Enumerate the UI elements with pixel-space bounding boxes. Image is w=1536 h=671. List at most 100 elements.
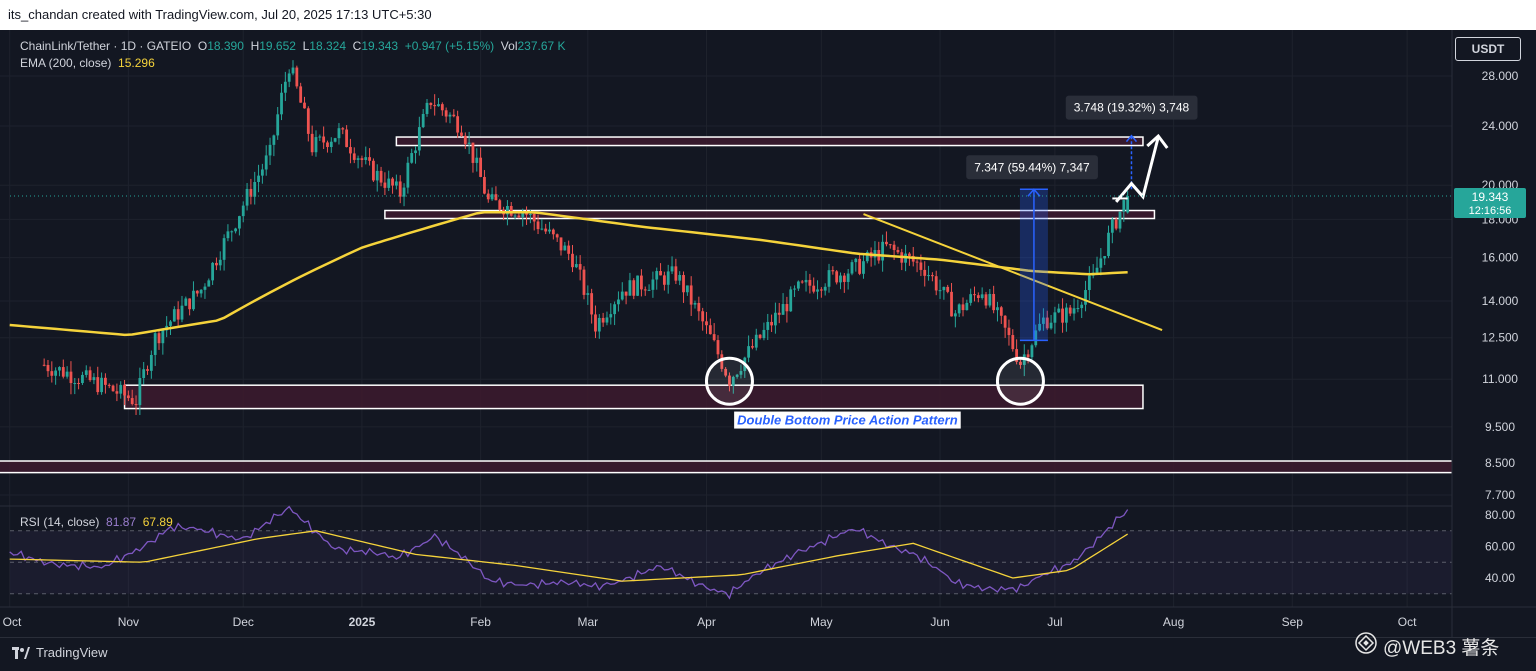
candle-body [176, 309, 180, 320]
candle-body [1026, 354, 1030, 358]
currency-button[interactable]: USDT [1455, 37, 1521, 61]
candle-body [1103, 256, 1107, 259]
measure-large-arrowhead [1027, 188, 1041, 197]
candle-body [218, 259, 222, 266]
candle-body [456, 116, 460, 133]
rsi-legend[interactable]: RSI (14, close) 81.87 67.89 [20, 515, 173, 529]
candle-body [50, 371, 54, 376]
time-tick-label: Sep [1282, 615, 1304, 629]
candle-body [345, 129, 349, 148]
candle-body [728, 375, 731, 386]
candle-body [885, 241, 888, 245]
candle-body [195, 290, 199, 294]
time-tick-label: Dec [233, 615, 254, 629]
candle-body [215, 262, 218, 266]
candle-body [724, 368, 728, 376]
candle-body [1072, 308, 1076, 314]
candle-body [946, 286, 950, 292]
pattern-label: Double Bottom Price Action Pattern [737, 413, 958, 428]
rsi-line [9, 505, 1129, 600]
candle-body [571, 253, 574, 268]
chart-svg[interactable]: Double Bottom Price Action Pattern 7.347 … [0, 30, 1536, 637]
candle-body [636, 275, 639, 296]
candle-body [934, 276, 938, 291]
candle-body [123, 384, 126, 396]
double-bottom-circle [704, 356, 754, 406]
candle-body [241, 205, 245, 217]
candle-body [479, 157, 483, 177]
candle-body [107, 384, 111, 386]
measure-small-label: 3.748 (19.32%) 3,748 [1065, 95, 1198, 120]
descending-trendline [863, 213, 1163, 331]
candle-body [620, 291, 624, 300]
candle-body [662, 275, 666, 285]
measure-large-label-text: 7.347 (59.44%) 7,347 [974, 160, 1090, 174]
candle-body [483, 176, 486, 194]
candle-body [973, 294, 976, 296]
candle-body [54, 370, 58, 376]
candle-body [238, 216, 241, 229]
candle-body [283, 81, 287, 93]
candle-body [930, 275, 934, 277]
price-tick-label: 24.000 [1482, 119, 1519, 133]
candle-body [1003, 315, 1007, 328]
candle-body [440, 104, 444, 111]
candle-body [295, 67, 299, 87]
candle-body [192, 290, 195, 310]
candle-body [1099, 258, 1103, 268]
candle-body [731, 376, 735, 386]
bottom-bar [0, 637, 1536, 671]
time-tick-label: Oct [1398, 615, 1417, 629]
candle-body [310, 133, 314, 153]
tradingview-logo[interactable]: TradingView [12, 645, 108, 660]
candle-body [988, 293, 992, 306]
candle-body [429, 102, 433, 106]
candle-body [942, 286, 946, 291]
time-tick-label: Apr [697, 615, 716, 629]
candle-body [567, 245, 571, 254]
candle-body [793, 288, 796, 290]
ema-value: 15.296 [118, 56, 155, 70]
open-value: 18.390 [207, 39, 244, 53]
candle-body [827, 270, 831, 287]
candle-body [693, 302, 697, 305]
candle-body [559, 237, 563, 251]
candle-body [976, 295, 980, 299]
candle-body [169, 321, 172, 326]
candle-body [291, 67, 295, 74]
watermark-logo-icon [1355, 632, 1377, 660]
candle-body [490, 194, 494, 200]
rsi-label: RSI (14, close) [20, 515, 100, 529]
candle-body [268, 144, 272, 156]
candle-body [858, 258, 862, 274]
candle-body [84, 370, 88, 375]
ema-legend[interactable]: EMA (200, close) 15.296 [20, 56, 155, 70]
last-price-badge-time: 12:16:56 [1469, 205, 1512, 217]
symbol-label[interactable]: ChainLink/Tether · 1D · GATEIO [20, 39, 192, 53]
candle-body [104, 377, 107, 385]
top-resistance-zone [395, 136, 1144, 147]
candle-body [747, 346, 751, 358]
price-tick-label: 8.500 [1485, 456, 1515, 470]
candle-body [961, 304, 965, 311]
candle-body [402, 187, 406, 197]
candle-body [444, 110, 448, 117]
candle-body [839, 275, 842, 283]
candle-body [842, 275, 846, 282]
candle-body [349, 147, 352, 154]
vol-value: 237.67 K [517, 39, 566, 53]
candle-body [1034, 330, 1038, 346]
candle-body [754, 334, 758, 348]
candles-group [42, 60, 1130, 416]
candle-body [207, 280, 211, 287]
candle-body [360, 158, 364, 161]
candle-body [540, 228, 544, 230]
candle-body [862, 261, 865, 274]
candle-body [582, 269, 586, 295]
candle-body [333, 138, 337, 142]
candle-body [92, 377, 96, 381]
time-tick-label: Feb [470, 615, 491, 629]
candle-body [617, 299, 620, 305]
candle-body [142, 369, 146, 379]
